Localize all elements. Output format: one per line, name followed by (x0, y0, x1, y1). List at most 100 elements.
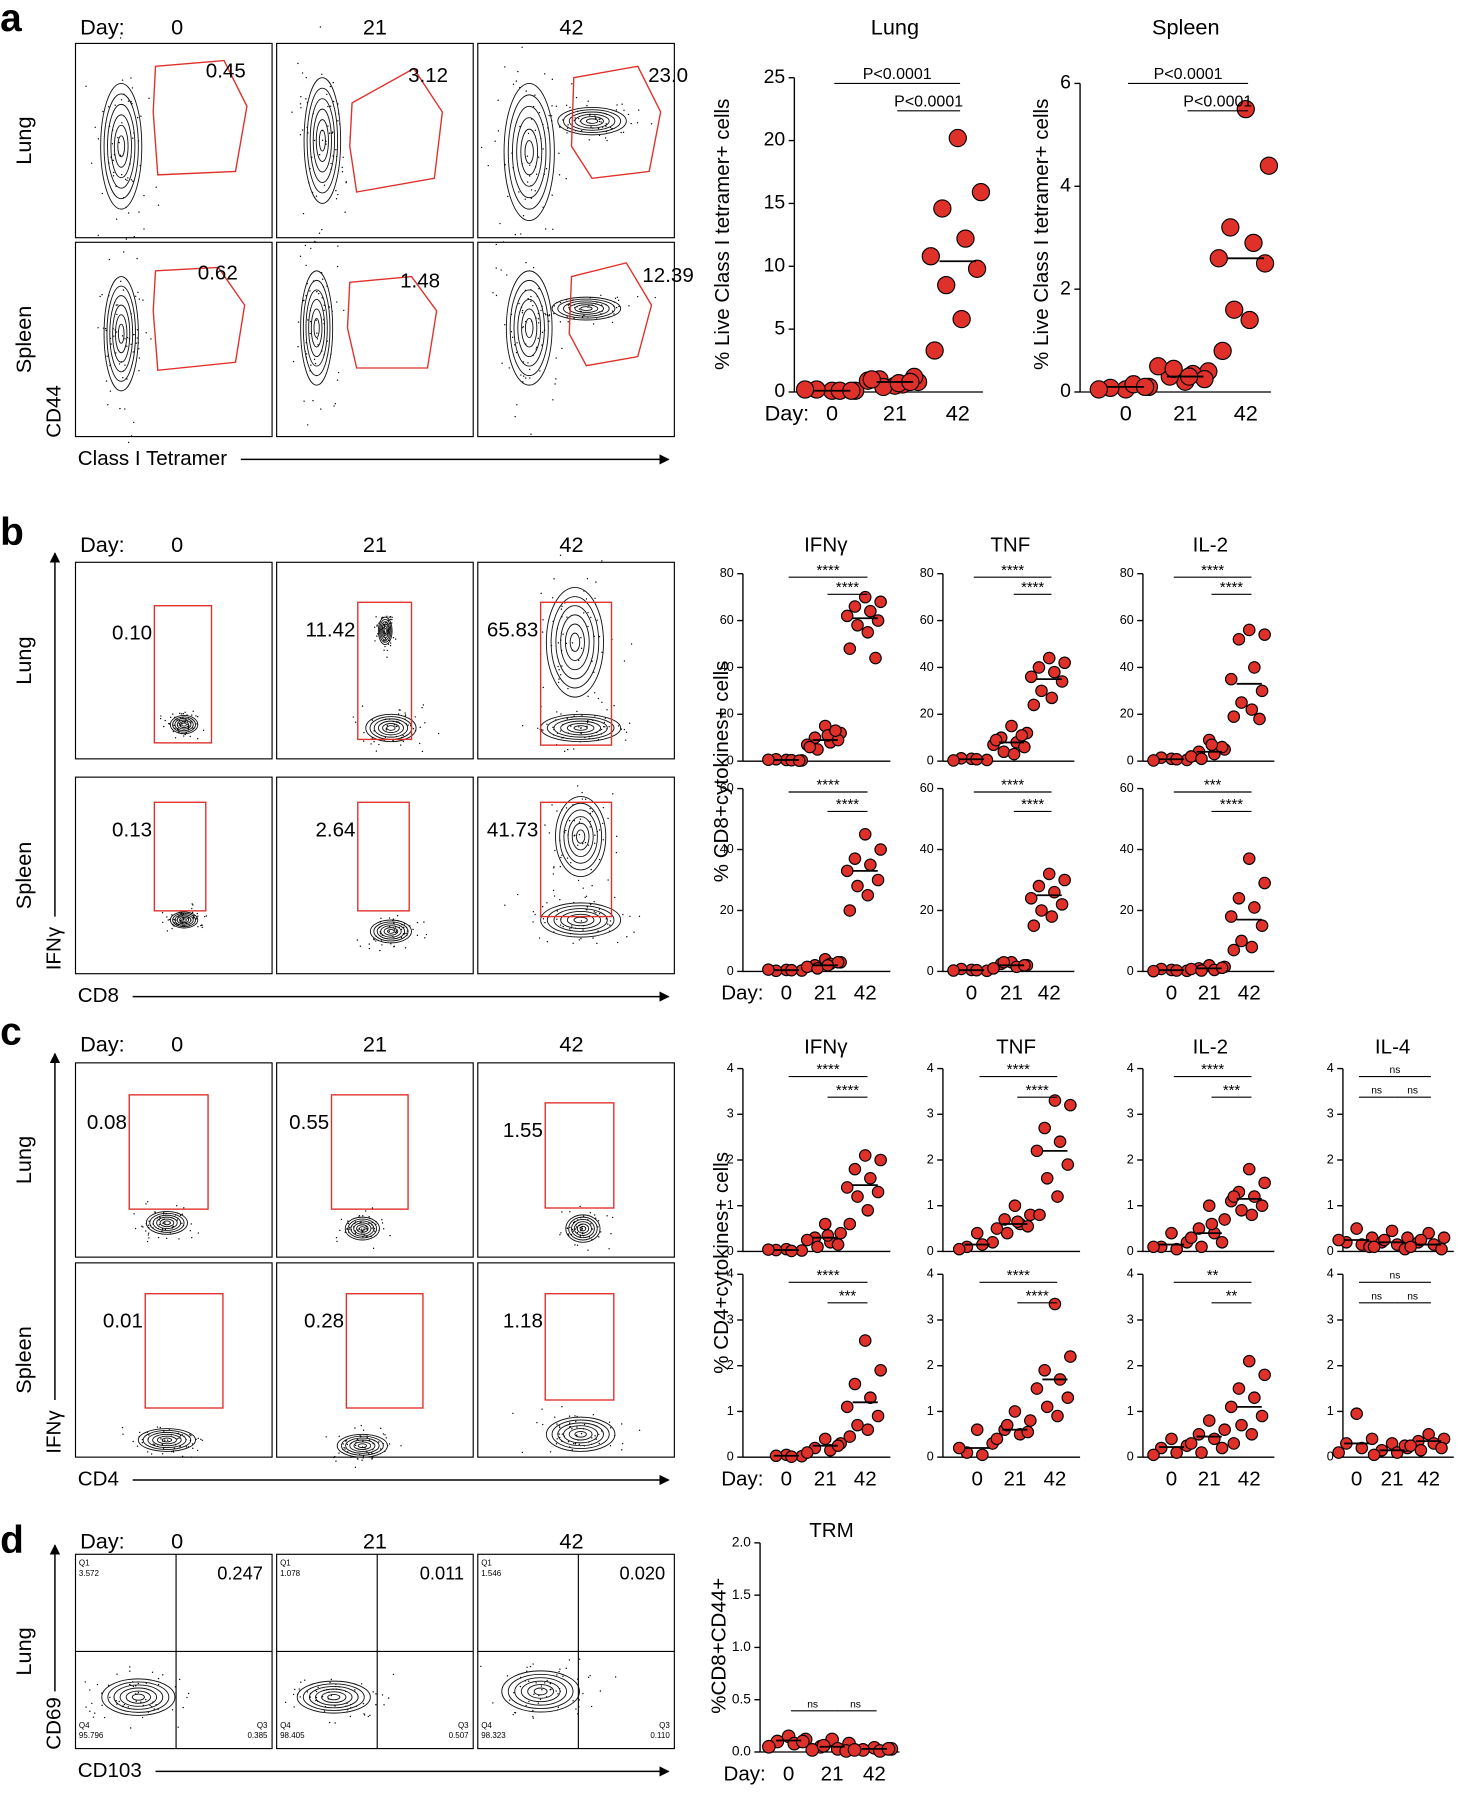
significance-label: *** (1204, 778, 1222, 794)
event-dot (561, 1433, 564, 1435)
event-dot (381, 1222, 384, 1224)
event-dot (192, 904, 194, 906)
event-dot (528, 1700, 530, 1703)
event-dot (378, 743, 380, 746)
quadrant-name: Q4 (481, 1721, 492, 1730)
event-dot (378, 1441, 380, 1443)
data-point (1033, 1208, 1046, 1222)
event-dot (626, 936, 628, 938)
event-dot (623, 660, 626, 662)
event-dot (589, 820, 591, 823)
event-dot (319, 26, 322, 28)
panel-letter: b (0, 511, 24, 554)
y-tick-label: 1 (727, 1404, 734, 1418)
event-dot (548, 114, 550, 117)
data-point (803, 740, 817, 754)
contour (563, 809, 598, 864)
event-dot (621, 103, 623, 105)
event-dot (566, 718, 568, 720)
event-dot (526, 181, 529, 183)
event-dot (572, 942, 574, 944)
data-point (1032, 879, 1046, 893)
event-dot (389, 645, 392, 647)
data-point (840, 609, 854, 623)
event-dot (140, 1701, 142, 1703)
gate-value: 1.18 (503, 1310, 543, 1333)
event-dot (580, 920, 583, 922)
event-dot (323, 309, 325, 311)
y-tick-label: 0 (1127, 753, 1134, 767)
event-dot (559, 1436, 561, 1439)
event-dot (150, 1453, 153, 1455)
x-tick-label: 0 (781, 1467, 792, 1490)
event-dot (504, 904, 506, 906)
event-dot (512, 1412, 514, 1415)
significance-label: **** (817, 1268, 840, 1284)
event-dot (597, 1220, 600, 1222)
event-dot (561, 665, 563, 667)
contour (579, 1225, 587, 1232)
y-tick-label: 80 (720, 566, 734, 580)
event-dot (530, 197, 533, 199)
quadrant-name: Q1 (79, 1559, 90, 1568)
event-dot (599, 118, 601, 120)
event-dot (566, 857, 569, 859)
event-dot (337, 193, 339, 196)
event-dot (293, 1706, 295, 1708)
flow-plot-frame (276, 42, 474, 239)
event-dot (127, 100, 130, 102)
event-dot (139, 1431, 141, 1434)
event-dot (595, 1217, 597, 1219)
event-dot (585, 895, 588, 897)
event-dot (329, 85, 331, 88)
data-point (864, 1391, 877, 1404)
event-dot (379, 949, 381, 952)
event-dot (130, 77, 132, 79)
x-tick-label: 21 (1198, 1467, 1221, 1490)
event-dot (548, 315, 550, 317)
significance-label: **** (836, 1083, 859, 1099)
event-dot (559, 865, 562, 868)
significance-label: ns (1407, 1291, 1418, 1302)
data-point (1170, 1242, 1183, 1256)
event-dot (339, 1229, 341, 1232)
event-dot (525, 1704, 527, 1707)
event-dot (316, 290, 318, 293)
data-point (795, 1734, 810, 1749)
event-dot (567, 304, 570, 306)
event-dot (542, 619, 544, 621)
event-dot (425, 933, 428, 936)
significance-label: **** (836, 797, 859, 813)
event-dot (596, 942, 598, 945)
data-point (1021, 1220, 1035, 1233)
event-dot (396, 915, 399, 917)
contour (557, 106, 627, 136)
x-axis-label: Day: (721, 1467, 763, 1490)
event-dot (542, 148, 544, 150)
event-dot (421, 750, 424, 753)
event-dot (524, 198, 526, 200)
significance-label: **** (836, 580, 859, 596)
contour (516, 117, 543, 187)
gate-value: 11.42 (306, 618, 356, 641)
event-dot (146, 1201, 149, 1203)
contour (101, 1678, 176, 1716)
data-point (840, 1400, 854, 1414)
contour-plot (356, 915, 428, 952)
contour (520, 1680, 561, 1703)
x-tick-label: 21 (1381, 1467, 1404, 1490)
event-dot (335, 1460, 337, 1462)
event-dot (143, 194, 145, 197)
event-dot (335, 1236, 338, 1239)
event-dot (536, 1421, 538, 1424)
event-dot (115, 304, 117, 306)
contour (359, 1226, 366, 1231)
event-dot (530, 295, 532, 298)
event-dot (302, 212, 305, 215)
event-dot (332, 81, 334, 84)
data-point (862, 370, 881, 389)
event-dot (125, 178, 127, 181)
gate (539, 601, 613, 746)
data-point (1008, 1199, 1022, 1212)
y-tick-label: 10 (764, 254, 786, 276)
